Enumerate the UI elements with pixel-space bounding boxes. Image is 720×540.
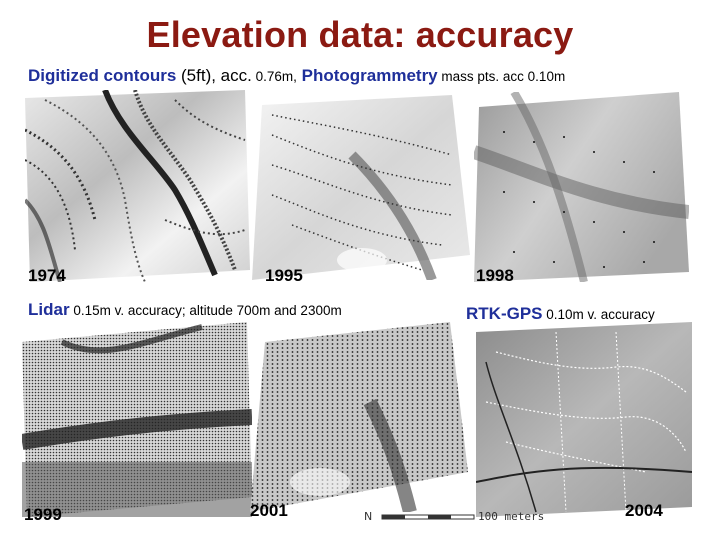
north-arrow-icon: N [364, 510, 373, 523]
lidar-map-1999 [22, 322, 252, 517]
panel-2001 [250, 322, 468, 512]
panel-1999 [22, 322, 252, 517]
scale-bar [362, 509, 582, 527]
photogrammetry-detail: mass pts. acc [437, 69, 524, 84]
year-label-1974: 1974 [28, 266, 66, 285]
contour-map-1995 [252, 95, 470, 280]
caption-top: Digitized contours (5ft), acc. 0.76m, Ph… [28, 66, 565, 86]
year-label-1995: 1995 [265, 266, 303, 285]
year-label-2001: 2001 [250, 501, 288, 520]
photogrammetry-accuracy: 0.10m [523, 69, 566, 84]
caption-gps: RTK-GPS 0.10m v. accuracy [466, 304, 655, 324]
contours-ft: (5ft), acc. [176, 66, 252, 85]
year-label-2004: 2004 [625, 501, 663, 520]
panel-2004 [476, 322, 692, 517]
panel-1995 [252, 95, 470, 280]
gps-map-2004 [476, 322, 692, 517]
year-label-1998: 1998 [476, 266, 514, 285]
contours-accuracy: 0.76m, [251, 69, 297, 84]
slide-title: Elevation data: accuracy [146, 14, 574, 55]
caption-lidar: Lidar 0.15m v. accuracy; altitude 700m a… [28, 300, 342, 320]
contour-map-1974 [25, 90, 250, 282]
gps-label: RTK-GPS [466, 304, 543, 323]
lidar-map-2001 [250, 322, 468, 512]
gps-detail: 0.10m v. accuracy [542, 307, 655, 322]
photogrammetry-label: Photogrammetry [296, 66, 438, 85]
panel-1974 [25, 90, 250, 282]
lidar-label: Lidar [28, 300, 70, 319]
lidar-detail: 0.15m v. accuracy; altitude 700m and 230… [69, 303, 342, 318]
year-label-1999: 1999 [24, 505, 62, 524]
mass-points-map-1998 [474, 92, 689, 282]
scale-label: 100 meters [478, 510, 545, 523]
contours-label: Digitized contours [28, 66, 177, 85]
panel-1998 [474, 92, 689, 282]
